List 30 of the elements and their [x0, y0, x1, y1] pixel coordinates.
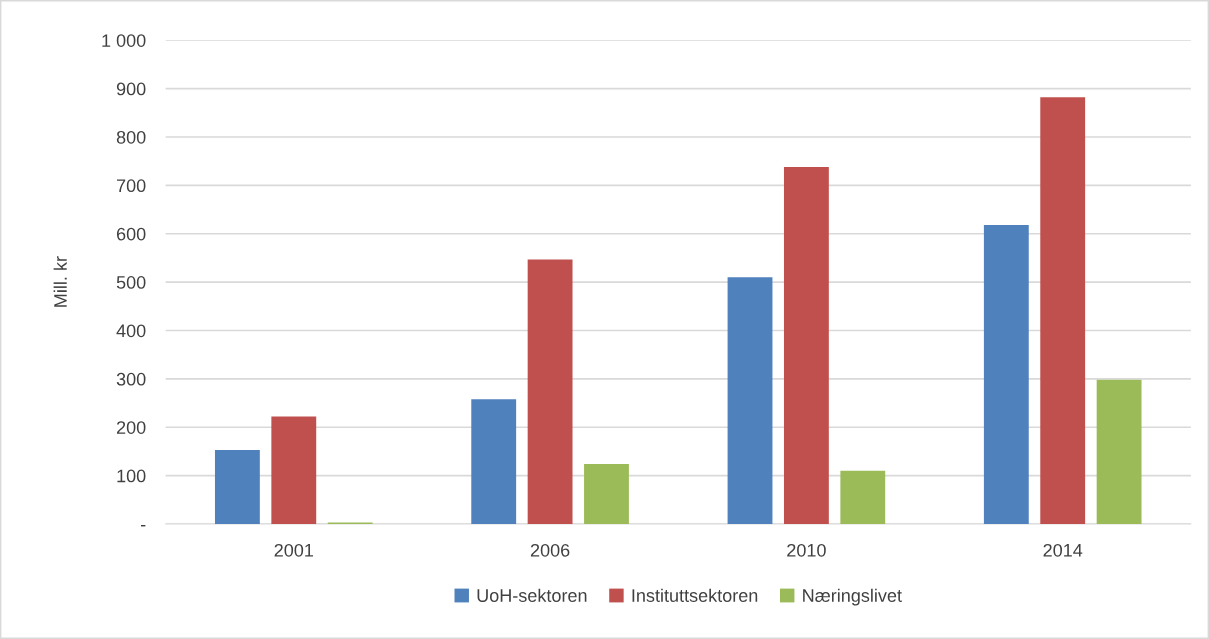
bar [584, 464, 629, 524]
bar [983, 225, 1029, 524]
y-tick-label: 400 [116, 324, 146, 338]
x-tick-label: 2010 [787, 543, 826, 557]
y-tick-label: 900 [116, 82, 146, 96]
bar [527, 259, 573, 524]
bar [1040, 97, 1086, 524]
bar [214, 449, 260, 524]
bar [840, 470, 886, 524]
bar [727, 277, 773, 524]
y-tick-label: 700 [116, 179, 146, 193]
y-axis-title: Mill. kr [53, 256, 67, 307]
y-tick-label: 300 [116, 372, 146, 386]
legend-label: Instituttsektoren [632, 588, 758, 602]
x-tick-label: 2006 [530, 543, 570, 557]
y-tick-label: 600 [116, 227, 146, 241]
bar [783, 166, 829, 524]
y-tick-label: 500 [116, 276, 146, 289]
y-tick-label: - [140, 525, 146, 527]
y-tick-label: 100 [117, 469, 146, 483]
bar [471, 399, 517, 524]
y-tick-label: 1 000 [102, 34, 146, 47]
y-tick-label: 200 [116, 421, 146, 434]
bar [271, 416, 317, 524]
x-tick-label: 2001 [274, 543, 313, 557]
bar [1096, 379, 1142, 524]
y-tick-label: 800 [116, 130, 146, 144]
legend-label: UoH-sektoren [477, 588, 587, 602]
x-tick-label: 2014 [1043, 543, 1083, 557]
legend-label: Næringslivet [803, 588, 902, 606]
